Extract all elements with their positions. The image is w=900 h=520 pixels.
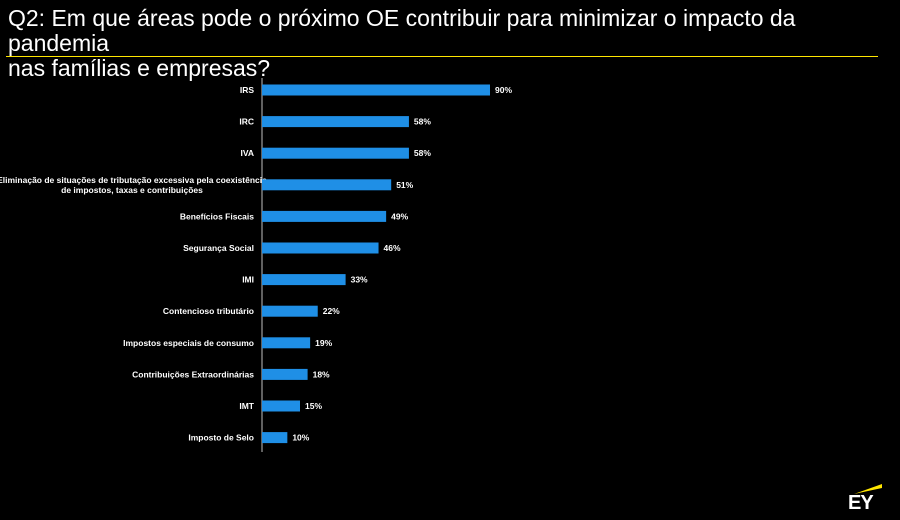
- value-label: 46%: [384, 243, 401, 253]
- category-label: Segurança Social: [183, 243, 254, 253]
- bars: [262, 84, 490, 444]
- value-label: 33%: [351, 275, 368, 285]
- value-label: 19%: [315, 338, 332, 348]
- category-label: Imposto de Selo: [188, 433, 254, 443]
- bar: [262, 368, 308, 380]
- ey-logo: EY: [848, 484, 882, 514]
- category-label: IRC: [239, 117, 254, 127]
- value-label: 51%: [396, 180, 413, 190]
- category-label: Impostos especiais de consumo: [123, 338, 254, 348]
- title-divider: [6, 56, 878, 57]
- category-label: IMI: [242, 275, 254, 285]
- page-title: Q2: Em que áreas pode o próximo OE contr…: [8, 5, 796, 81]
- value-label: 58%: [414, 117, 431, 127]
- value-label: 18%: [313, 369, 330, 379]
- bar: [262, 179, 392, 191]
- value-labels: 90% 58% 58% 51% 49% 46% 33% 22% 19% 18% 15% 10%: [292, 85, 512, 443]
- bar: [262, 432, 288, 444]
- bar: [262, 305, 318, 317]
- value-label: 10%: [292, 433, 309, 443]
- category-label: Benefícios Fiscais: [180, 211, 254, 221]
- value-label: 90%: [495, 85, 512, 95]
- bar: [262, 400, 300, 412]
- category-label: IMT: [239, 401, 254, 411]
- bar: [262, 274, 346, 286]
- value-label: 15%: [305, 401, 322, 411]
- bar: [262, 210, 387, 222]
- category-label: Contribuições Extraordinárias: [132, 369, 254, 379]
- ey-logo-text: EY: [848, 492, 874, 514]
- bar: [262, 242, 379, 254]
- ey-logo-beam-icon: [854, 484, 882, 494]
- category-label: IRS: [240, 85, 255, 95]
- category-labels: IRS IRC IVA Eliminação de situações de trib…: [0, 85, 267, 443]
- bar: [262, 337, 311, 349]
- value-label: 58%: [414, 148, 431, 158]
- value-label: 22%: [323, 306, 340, 316]
- category-label: Contencioso tributário: [163, 306, 254, 316]
- category-label: Eliminação de situações de tributação ex…: [0, 175, 267, 195]
- category-label: IVA: [240, 148, 254, 158]
- value-label: 49%: [391, 211, 408, 221]
- bar: [262, 84, 490, 96]
- bar: [262, 147, 409, 159]
- bar: [262, 116, 409, 128]
